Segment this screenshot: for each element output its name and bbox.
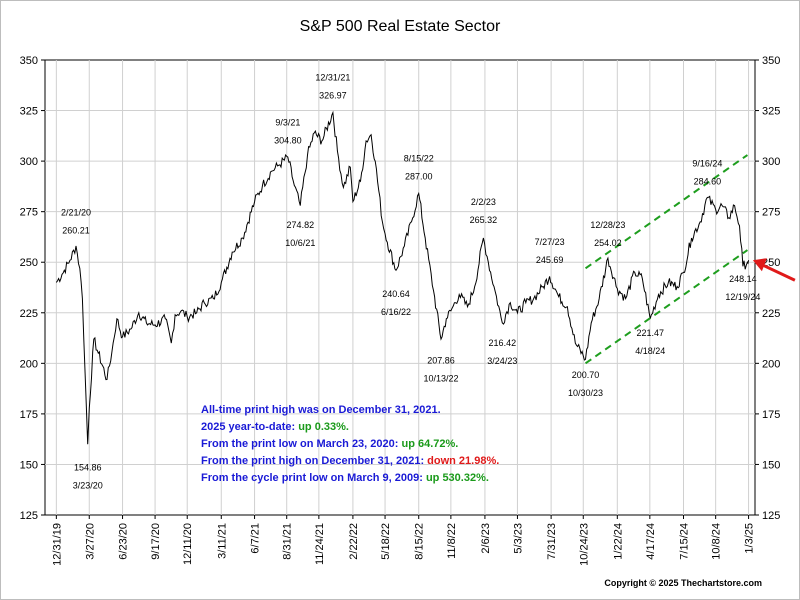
x-tick-label: 12/11/20	[182, 523, 194, 565]
y-tick-label: 175	[20, 409, 38, 421]
x-tick-label: 1/3/25	[744, 523, 756, 554]
annotation-date: 12/31/21	[315, 73, 350, 83]
annotation-date: 8/15/22	[404, 153, 434, 163]
annotation-date: 6/16/22	[381, 307, 411, 317]
x-tick-label: 6/7/21	[250, 523, 262, 554]
annotation-date: 10/13/22	[424, 373, 459, 383]
y-tick-label: 200	[20, 358, 38, 370]
price-series-line	[55, 110, 750, 445]
y-tick-label: 250	[20, 257, 38, 269]
trend-channel-line	[584, 249, 749, 365]
y-tick-label-right: 275	[762, 207, 780, 219]
y-tick-label-right: 125	[762, 510, 780, 522]
annotation-date: 3/24/23	[487, 356, 517, 366]
annotation-value: 284.60	[694, 176, 722, 186]
y-tick-label: 300	[20, 156, 38, 168]
x-tick-label: 7/31/23	[546, 523, 558, 560]
copyright-text: Copyright © 2025 Thechartstore.com	[604, 578, 762, 588]
x-tick-label: 7/15/24	[679, 523, 691, 560]
annotation-value: 200.70	[572, 370, 600, 380]
x-tick-label: 5/18/22	[380, 523, 392, 560]
x-tick-label: 2/22/22	[348, 523, 360, 560]
annotation-value: 254.02	[594, 238, 622, 248]
annotation-value: 207.86	[427, 355, 455, 365]
annotation-value: 216.42	[489, 338, 517, 348]
y-tick-label-right: 175	[762, 409, 780, 421]
x-tick-label: 8/31/21	[282, 523, 294, 560]
y-tick-label: 350	[20, 55, 38, 67]
x-tick-label: 1/22/24	[612, 523, 624, 560]
note-line-1: All-time print high was on December 31, …	[201, 404, 441, 416]
annotation-value: 274.82	[287, 220, 315, 230]
notes-block: All-time print high was on December 31, …	[201, 402, 499, 487]
y-tick-label: 150	[20, 459, 38, 471]
annotation-date: 10/30/23	[568, 388, 603, 398]
y-tick-label-right: 300	[762, 156, 780, 168]
annotation-value: 287.00	[405, 171, 433, 181]
annotation-value: 248.14	[729, 274, 757, 284]
x-tick-label: 4/17/24	[645, 523, 657, 560]
annotation-date: 12/28/23	[590, 220, 625, 230]
annotation-value: 260.21	[62, 226, 90, 236]
note-line-2: 2025 year-to-date: up 0.33%.	[201, 421, 349, 433]
x-tick-label: 10/24/23	[578, 523, 590, 566]
red-arrow-head	[752, 258, 767, 272]
y-tick-label: 225	[20, 308, 38, 320]
y-tick-label: 325	[20, 106, 38, 118]
annotation-date: 3/23/20	[73, 481, 103, 491]
annotation-value: 245.69	[536, 255, 564, 265]
note-line-5: From the cycle print low on March 9, 200…	[201, 472, 489, 484]
annotation-value: 240.64	[382, 289, 410, 299]
y-tick-label: 125	[20, 510, 38, 522]
annotation-value: 154.86	[74, 463, 102, 473]
note-line-4: From the print high on December 31, 2021…	[201, 455, 500, 467]
annotation-value: 221.47	[636, 328, 664, 338]
y-tick-label-right: 350	[762, 55, 780, 67]
y-tick-label-right: 200	[762, 358, 780, 370]
annotation-value: 265.32	[470, 215, 498, 225]
trend-channel-line	[584, 154, 749, 270]
x-tick-label: 11/8/22	[446, 523, 458, 559]
red-arrow-shaft	[760, 262, 796, 282]
annotation-date: 9/16/24	[692, 158, 722, 168]
x-tick-label: 10/8/24	[711, 523, 723, 560]
note-line-3: From the print low on March 23, 2020: up…	[201, 438, 459, 450]
y-tick-label-right: 225	[762, 308, 780, 320]
x-tick-label: 9/17/20	[150, 523, 162, 560]
y-tick-label-right: 150	[762, 459, 780, 471]
x-tick-label: 2/6/23	[480, 523, 492, 554]
annotation-date: 2/21/20	[61, 208, 91, 218]
annotation-date: 4/18/24	[635, 346, 665, 356]
annotation-date: 12/19/24	[725, 292, 760, 302]
x-tick-label: 3/11/21	[216, 523, 228, 559]
annotation-date: 9/3/21	[275, 117, 300, 127]
y-tick-label: 275	[20, 207, 38, 219]
annotation-date: 10/6/21	[285, 238, 315, 248]
plot-area	[44, 59, 756, 516]
annotation-date: 2/2/23	[471, 197, 496, 207]
y-tick-label-right: 325	[762, 106, 780, 118]
chart-title: S&P 500 Real Estate Sector	[299, 18, 501, 35]
x-tick-label: 3/27/20	[84, 523, 96, 560]
x-tick-label: 8/15/22	[414, 523, 426, 560]
annotation-date: 7/27/23	[535, 237, 565, 247]
x-tick-label: 5/3/23	[512, 523, 524, 554]
x-tick-label: 12/31/19	[51, 523, 63, 566]
annotation-value: 326.97	[319, 91, 347, 101]
annotation-value: 304.80	[274, 135, 302, 145]
x-tick-label: 11/24/21	[314, 523, 326, 565]
x-tick-label: 6/23/20	[118, 523, 130, 560]
